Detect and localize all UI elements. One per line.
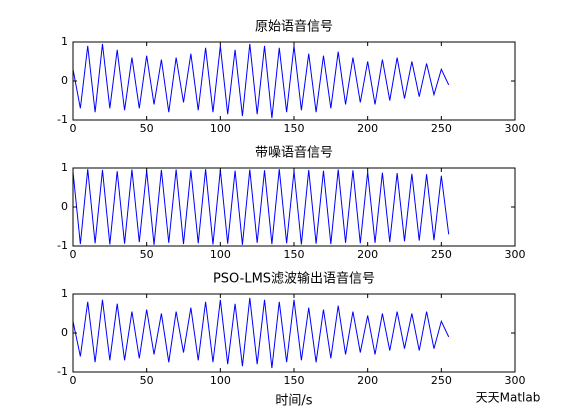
x-tick-label: 300 [505, 374, 526, 387]
x-tick-label: 100 [210, 122, 231, 135]
x-tick-label: 150 [284, 374, 305, 387]
x-tick-label: 200 [357, 374, 378, 387]
x-tick-label: 150 [284, 122, 305, 135]
x-tick-label: 50 [140, 122, 154, 135]
x-tick-label: 250 [431, 248, 452, 261]
y-tick-label: 1 [61, 287, 68, 300]
chart-title: 原始语音信号 [255, 19, 333, 35]
signal-line [72, 169, 450, 245]
x-tick-label: 100 [210, 248, 231, 261]
signal-line [72, 297, 450, 369]
y-tick-label: 0 [61, 74, 68, 87]
x-tick-label: 200 [357, 248, 378, 261]
y-tick-label: 0 [61, 200, 68, 213]
x-tick-label: 50 [140, 374, 154, 387]
x-tick-label: 150 [284, 248, 305, 261]
y-tick-label: 1 [61, 35, 68, 48]
y-tick-label: -1 [57, 239, 68, 252]
y-tick-label: 1 [61, 161, 68, 174]
chart-title: PSO-LMS滤波输出语音信号 [213, 271, 375, 287]
y-tick-label: 0 [61, 326, 68, 339]
watermark: 天天Matlab [476, 391, 541, 405]
x-tick-label: 0 [70, 374, 77, 387]
y-tick-label: -1 [57, 365, 68, 378]
x-tick-label: 0 [70, 248, 77, 261]
chart-title: 带噪语音信号 [255, 145, 333, 161]
x-tick-label: 250 [431, 374, 452, 387]
x-tick-label: 250 [431, 122, 452, 135]
x-tick-label: 300 [505, 248, 526, 261]
x-tick-label: 300 [505, 122, 526, 135]
signal-line [72, 43, 450, 119]
y-tick-label: -1 [57, 113, 68, 126]
x-tick-label: 0 [70, 122, 77, 135]
x-axis-label: 时间/s [275, 394, 312, 409]
x-tick-label: 100 [210, 374, 231, 387]
x-tick-label: 200 [357, 122, 378, 135]
x-tick-label: 50 [140, 248, 154, 261]
